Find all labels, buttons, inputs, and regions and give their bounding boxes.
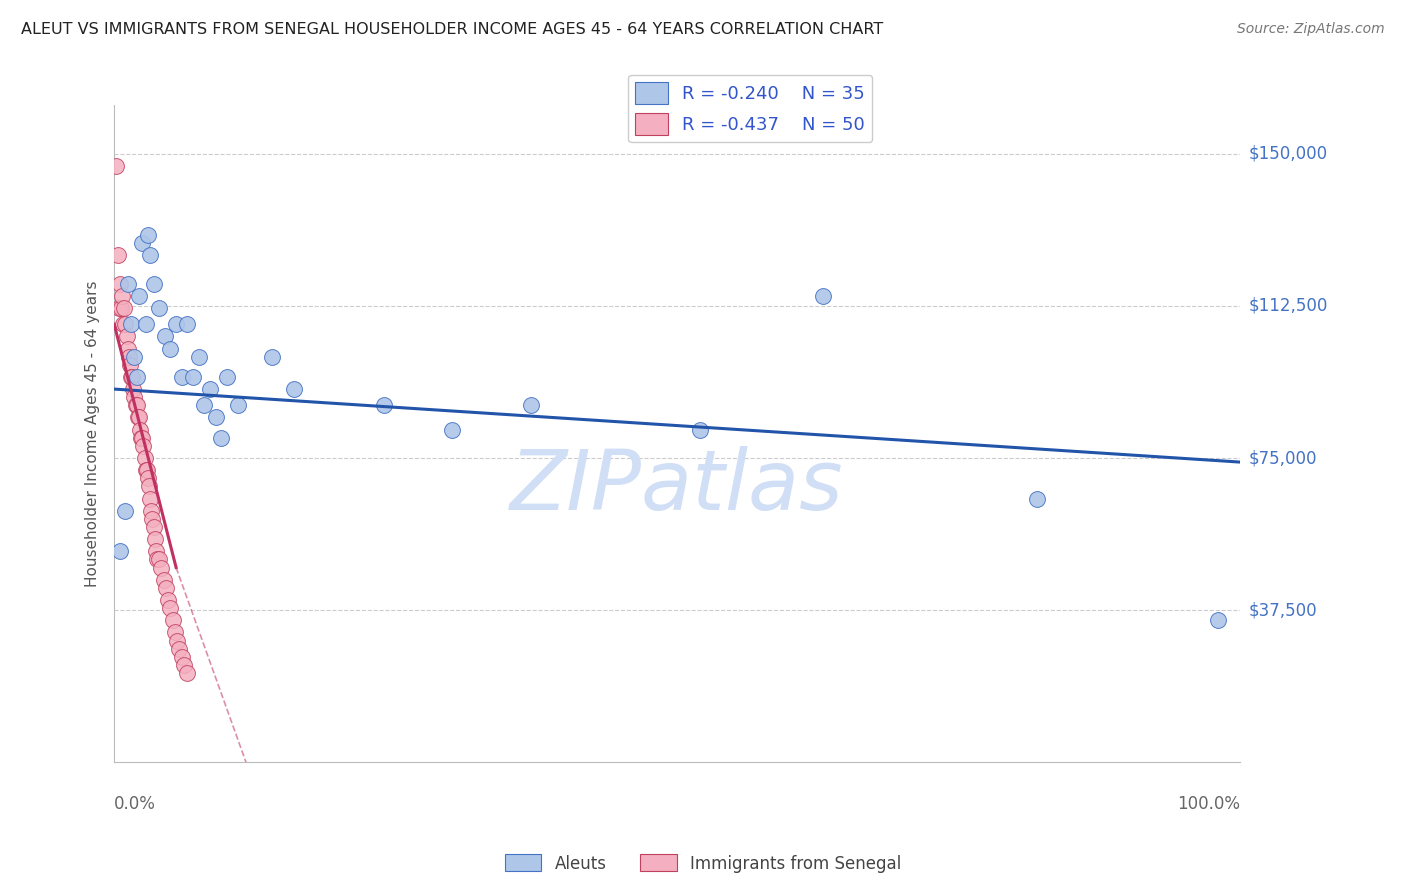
Point [176, 665, 198, 680]
Point [121, 370, 143, 384]
Point [176, 317, 198, 331]
Text: $37,500: $37,500 [1249, 601, 1317, 619]
Point [136, 227, 159, 242]
Point [159, 601, 181, 615]
Text: $112,500: $112,500 [1249, 297, 1327, 315]
Point [111, 289, 134, 303]
Point [193, 398, 215, 412]
Point [146, 552, 169, 566]
Point [373, 398, 395, 412]
Point [148, 552, 170, 566]
Point [187, 350, 209, 364]
Legend: Aleuts, Immigrants from Senegal: Aleuts, Immigrants from Senegal [498, 847, 908, 880]
Y-axis label: Householder Income Ages 45 - 64 years: Householder Income Ages 45 - 64 years [86, 280, 100, 587]
Point [138, 479, 160, 493]
Point [114, 504, 136, 518]
Text: $75,000: $75,000 [1249, 449, 1317, 467]
Text: 100.0%: 100.0% [1177, 795, 1240, 814]
Point [142, 520, 165, 534]
Point [128, 410, 150, 425]
Point [135, 463, 157, 477]
Text: ALEUT VS IMMIGRANTS FROM SENEGAL HOUSEHOLDER INCOME AGES 45 - 64 YEARS CORRELATI: ALEUT VS IMMIGRANTS FROM SENEGAL HOUSEHO… [21, 22, 883, 37]
Point [125, 370, 148, 384]
Point [209, 431, 232, 445]
Point [519, 398, 541, 412]
Text: Source: ZipAtlas.com: Source: ZipAtlas.com [1237, 22, 1385, 37]
Point [170, 649, 193, 664]
Point [105, 159, 128, 173]
Point [226, 398, 249, 412]
Point [118, 358, 141, 372]
Point [162, 613, 184, 627]
Point [118, 350, 141, 364]
Point [125, 398, 148, 412]
Point [127, 410, 149, 425]
Point [141, 504, 163, 518]
Point [129, 423, 152, 437]
Point [142, 277, 165, 291]
Point [813, 289, 835, 303]
Point [1206, 613, 1229, 627]
Point [117, 277, 139, 291]
Point [120, 317, 142, 331]
Point [131, 235, 153, 250]
Point [114, 317, 136, 331]
Point [1026, 491, 1049, 506]
Point [150, 560, 173, 574]
Point [163, 625, 186, 640]
Point [120, 370, 142, 384]
Text: $150,000: $150,000 [1249, 145, 1327, 163]
Point [157, 593, 180, 607]
Point [152, 573, 174, 587]
Point [181, 370, 204, 384]
Point [166, 633, 188, 648]
Point [134, 450, 156, 465]
Point [145, 544, 167, 558]
Point [124, 350, 146, 364]
Point [107, 301, 129, 315]
Point [148, 301, 170, 315]
Point [170, 370, 193, 384]
Point [115, 329, 138, 343]
Point [169, 641, 191, 656]
Point [107, 248, 129, 262]
Point [204, 410, 226, 425]
Legend: R = -0.240    N = 35, R = -0.437    N = 50: R = -0.240 N = 35, R = -0.437 N = 50 [628, 75, 872, 143]
Point [110, 301, 132, 315]
Point [139, 248, 162, 262]
Point [124, 390, 146, 404]
Point [136, 471, 159, 485]
Point [135, 463, 157, 477]
Point [143, 532, 166, 546]
Point [173, 657, 195, 672]
Point [108, 277, 131, 291]
Point [135, 317, 157, 331]
Point [112, 301, 135, 315]
Point [117, 342, 139, 356]
Point [128, 289, 150, 303]
Point [155, 581, 177, 595]
Text: ZIPatlas: ZIPatlas [510, 446, 844, 527]
Point [129, 431, 152, 445]
Text: 0.0%: 0.0% [114, 795, 156, 814]
Point [689, 423, 711, 437]
Point [283, 382, 305, 396]
Point [122, 382, 145, 396]
Point [131, 431, 153, 445]
Point [112, 317, 135, 331]
Point [139, 491, 162, 506]
Point [159, 342, 181, 356]
Point [440, 423, 463, 437]
Point [108, 544, 131, 558]
Point [153, 329, 176, 343]
Point [132, 439, 155, 453]
Point [215, 370, 238, 384]
Point [198, 382, 221, 396]
Point [260, 350, 283, 364]
Point [124, 398, 146, 412]
Point [165, 317, 187, 331]
Point [141, 512, 163, 526]
